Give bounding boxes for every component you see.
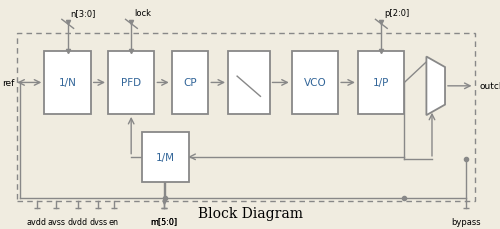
Text: avdd: avdd	[27, 217, 47, 226]
Text: 1/N: 1/N	[58, 78, 76, 88]
Bar	[172, 52, 208, 114]
Text: bypass: bypass	[451, 217, 480, 226]
Text: p[2:0]: p[2:0]	[384, 9, 409, 18]
Text: 1/M: 1/M	[156, 152, 175, 162]
Bar	[292, 52, 338, 114]
Text: dvdd: dvdd	[68, 217, 87, 226]
Bar	[142, 132, 189, 182]
Bar	[228, 52, 270, 114]
Text: m[5:0]: m[5:0]	[150, 217, 178, 226]
Text: 1/P: 1/P	[373, 78, 390, 88]
Text: outclk: outclk	[480, 82, 500, 91]
Text: dvss: dvss	[89, 217, 107, 226]
Text: ref: ref	[2, 79, 15, 87]
Bar	[44, 52, 91, 114]
Text: CP: CP	[183, 78, 197, 88]
Text: en: en	[109, 217, 119, 226]
Text: m[5:0]: m[5:0]	[150, 217, 178, 226]
Text: VCO: VCO	[304, 78, 326, 88]
Bar	[358, 52, 405, 114]
Text: avss: avss	[48, 217, 66, 226]
Text: lock: lock	[134, 9, 151, 18]
Bar	[108, 52, 154, 114]
Text: n[3:0]: n[3:0]	[70, 9, 96, 18]
Text: PFD: PFD	[121, 78, 141, 88]
Text: Block Diagram: Block Diagram	[198, 206, 302, 220]
Polygon shape	[426, 57, 445, 116]
Bar	[17, 34, 475, 201]
